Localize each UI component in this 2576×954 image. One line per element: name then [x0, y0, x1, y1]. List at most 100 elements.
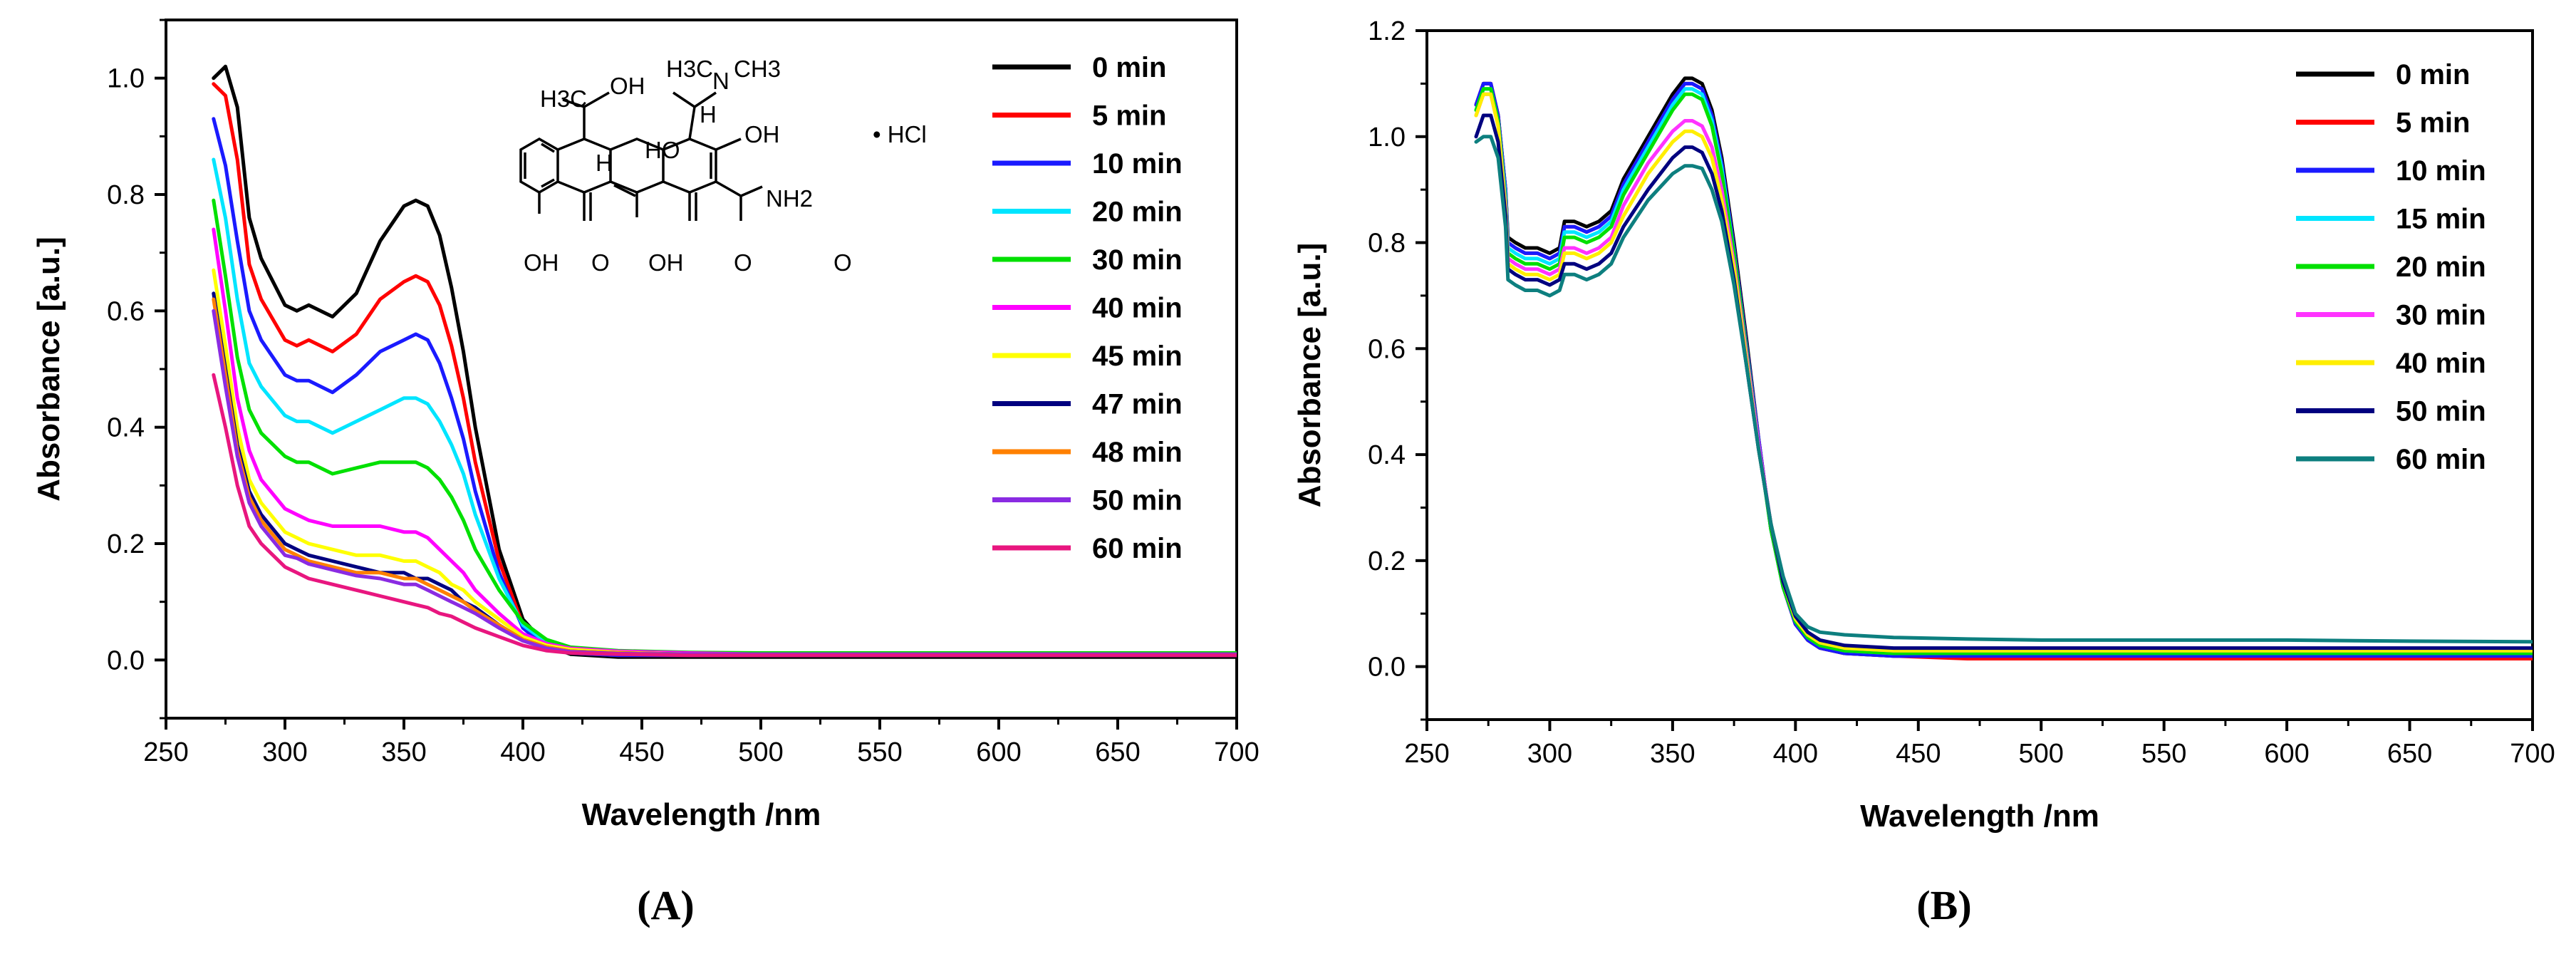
legend-label: 5 min: [2396, 108, 2470, 139]
structure-bond: [715, 180, 763, 221]
legend-label: 10 min: [2396, 155, 2486, 187]
structure-bond: [672, 91, 717, 140]
chem-label: O: [833, 249, 852, 276]
x-tick-label: 550: [857, 737, 902, 767]
y-tick-label: 1.0: [1368, 123, 1406, 152]
x-axis-title: Wavelength /nm: [582, 797, 821, 832]
y-tick-label: 0.8: [107, 180, 145, 210]
y-tick-label: 0.2: [107, 529, 145, 559]
chem-label: H: [596, 150, 613, 176]
legend-label: 5 min: [1092, 100, 1166, 132]
chem-label: H: [700, 101, 717, 128]
y-tick-label: 0.6: [107, 296, 145, 326]
series-line-50-min: [1474, 113, 2533, 650]
x-tick-label: 450: [1896, 739, 1941, 769]
chem-label: OH: [524, 249, 559, 276]
series-line-20-min: [212, 157, 1237, 656]
series-line-40-min: [212, 227, 1237, 656]
legend-label: 30 min: [2396, 300, 2486, 331]
chem-label: H3C: [540, 85, 587, 112]
y-tick-label: 0.6: [1368, 334, 1406, 364]
x-tick-label: 700: [2510, 739, 2555, 769]
series-line-10-min: [1474, 81, 2533, 658]
x-tick-label: 250: [143, 737, 188, 767]
x-tick-label: 500: [738, 737, 783, 767]
x-tick-label: 250: [1404, 739, 1449, 769]
legend-label: 45 min: [1092, 341, 1183, 372]
legend-label: 10 min: [1092, 148, 1183, 180]
legend-label: 48 min: [1092, 437, 1183, 468]
legend-label: 60 min: [1092, 533, 1183, 564]
series-group: [212, 64, 1237, 659]
legend-label: 20 min: [1092, 197, 1183, 228]
tetracycline-hcl-structure: H3C OH H3C CH3 N H HO H OH • HCl NH2 OH …: [519, 56, 927, 276]
panel-label: (B): [1916, 882, 1971, 928]
chem-label: H3C: [666, 56, 713, 82]
series-line-10-min: [212, 117, 1237, 658]
series-line-60-min: [1474, 135, 2533, 644]
plot-frame: [1425, 29, 2534, 721]
y-tick-label: 0.0: [1368, 653, 1406, 683]
x-tick-label: 450: [619, 737, 664, 767]
structure-bond: [524, 142, 555, 188]
series-line-60-min: [212, 373, 1237, 658]
chem-label: NH2: [766, 185, 813, 212]
y-tick-label: 1.2: [1368, 16, 1406, 46]
y-axis-title: Absorbance [a.u.]: [1292, 243, 1327, 508]
chart-a: H3C OH H3C CH3 N H HO H OH • HCl NH2 OH …: [31, 19, 1260, 928]
x-tick-label: 350: [1650, 739, 1695, 769]
x-tick-label: 650: [1095, 737, 1140, 767]
structure-bond: [688, 192, 697, 221]
y-tick-label: 0.0: [107, 645, 145, 675]
structure-bond: [519, 137, 559, 195]
chem-label: OH: [610, 73, 645, 99]
legend-label: 0 min: [1092, 52, 1166, 83]
x-axis-title: Wavelength /nm: [1860, 799, 2099, 834]
y-tick-label: 0.4: [1368, 440, 1406, 470]
x-tick-label: 400: [1773, 739, 1818, 769]
chem-label: OH: [648, 249, 684, 276]
series-line-20-min: [1474, 87, 2533, 655]
chem-label: • HCl: [873, 121, 927, 147]
y-tick-label: 0.2: [1368, 546, 1406, 576]
legend-label: 47 min: [1092, 389, 1183, 420]
chem-label: O: [591, 249, 610, 276]
x-tick-label: 600: [976, 737, 1021, 767]
legend-label: 20 min: [2396, 252, 2486, 283]
x-tick-label: 300: [262, 737, 307, 767]
structure-bond: [610, 138, 665, 194]
x-tick-label: 650: [2387, 739, 2432, 769]
legend-label: 50 min: [2396, 396, 2486, 427]
chem-label: N: [712, 68, 729, 94]
x-tick-label: 550: [2141, 739, 2186, 769]
chem-label: CH3: [734, 56, 781, 82]
x-tick-label: 500: [2019, 739, 2064, 769]
legend-label: 40 min: [2396, 348, 2486, 379]
y-tick-label: 0.4: [107, 413, 145, 443]
structure-bond: [557, 138, 612, 194]
legend-label: 0 min: [2396, 59, 2470, 90]
chem-label: HO: [645, 137, 680, 163]
series-line-45-min: [212, 268, 1237, 656]
y-tick-label: 1.0: [107, 64, 145, 94]
x-tick-label: 400: [500, 737, 545, 767]
legend-label: 30 min: [1092, 244, 1183, 276]
structure-bond: [583, 192, 592, 221]
series-line-48-min: [212, 297, 1237, 656]
structure-bond: [663, 138, 717, 194]
legend-label: 50 min: [1092, 485, 1183, 517]
y-tick-label: 0.8: [1368, 229, 1406, 259]
chart-b: 250 300 350 400 450 500 550 600 650 700 0.0 0.2 0.4 0…: [1292, 16, 2555, 928]
series-line-40-min: [1474, 92, 2533, 653]
legend-label: 15 min: [2396, 204, 2486, 235]
x-tick-label: 700: [1214, 737, 1259, 767]
legend-label: 60 min: [2396, 444, 2486, 475]
series-line-47-min: [212, 291, 1237, 656]
x-tick-label: 350: [381, 737, 426, 767]
chem-label: O: [734, 249, 752, 276]
x-tick-label: 600: [2264, 739, 2309, 769]
structure-bond: [715, 138, 742, 151]
panel-label: (A): [637, 882, 695, 928]
x-tick-label: 300: [1527, 739, 1572, 769]
